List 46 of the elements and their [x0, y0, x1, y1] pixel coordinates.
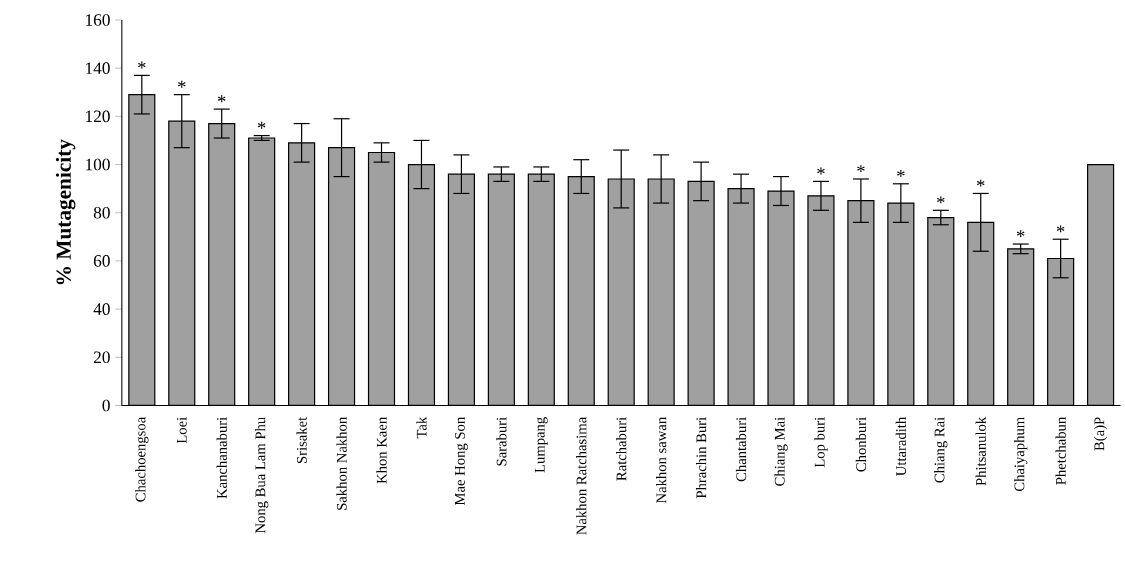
x-tick-label: Sakhon Nakhon [336, 416, 347, 510]
x-tick-label: Chaiyaphum [1014, 416, 1028, 491]
x-tick-label: Chiang Rai [934, 416, 948, 483]
y-tick-label: 20 [93, 351, 110, 363]
x-tick-label: Srisaket [296, 416, 307, 463]
x-tick-label: Chonburi [855, 417, 867, 472]
annotation: * [178, 80, 186, 88]
x-tick-label: Khon Kaen [376, 416, 387, 484]
x-tick-label: Chachoengsoa [135, 416, 149, 502]
y-tick-label: 100 [86, 158, 110, 171]
x-tick-label: Lumpang [534, 416, 548, 473]
y-tick-label: 140 [86, 62, 110, 74]
x-tick-label: B(a)P [1093, 417, 1108, 451]
x-tick-label: Chantaburi [735, 416, 747, 482]
x-tick-label: Nakhon sawan [656, 416, 667, 503]
y-tick-label: 0 [102, 399, 110, 412]
x-tick-label: Tak [416, 416, 427, 439]
x-tick-label: Uttaradith [895, 416, 906, 476]
x-tick-label: Phitsanulok [975, 416, 986, 486]
annotation: * [217, 95, 226, 103]
annotation: * [937, 196, 945, 204]
annotation: * [1016, 230, 1025, 237]
y-tick-label: 80 [93, 206, 110, 219]
annotation: * [897, 169, 905, 177]
y-axis-title: % Mutagenicity [55, 139, 76, 285]
annotation: * [1056, 225, 1065, 233]
x-tick-label: Kanchanaburi [216, 416, 227, 499]
x-tick-label: Ratchaburi [616, 416, 627, 481]
annotation: * [138, 61, 146, 69]
x-tick-label: Chiang Mai [774, 416, 788, 486]
x-tick-label: Lop buri [814, 416, 828, 468]
y-tick-label: 60 [93, 254, 110, 267]
y-tick-label: 160 [86, 14, 110, 26]
x-tick-label: Nong Bua Lam Phu [255, 416, 269, 534]
y-tick-label: 120 [86, 110, 110, 123]
y-tick-label: 40 [93, 303, 110, 315]
annotation: * [257, 121, 266, 129]
annotation: * [977, 179, 985, 187]
x-tick-label: Loei [176, 416, 187, 444]
annotation: * [817, 167, 825, 175]
x-tick-label: Phrachin Buri [695, 416, 707, 499]
x-tick-label: Phetchabun [1055, 416, 1066, 485]
x-tick-label: Mae Hong Son [454, 416, 468, 505]
x-tick-label: Saraburi [496, 416, 507, 466]
x-tick-label: Nakhon Ratchasima [576, 416, 587, 535]
annotation: * [857, 165, 865, 172]
